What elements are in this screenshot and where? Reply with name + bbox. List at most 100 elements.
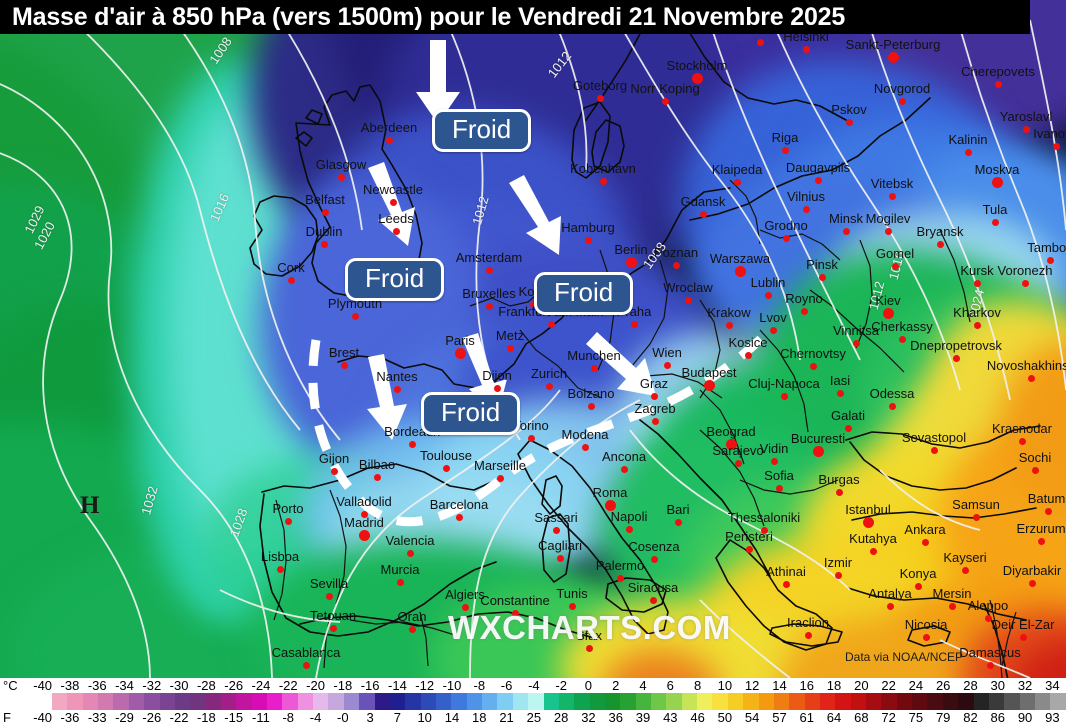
- legend-celsius-row: °C -40 -38 -36 -34 -32 -30 -28 -26 -24 -22 -20 -18-…: [0, 678, 1066, 693]
- legend-tick-fahrenheit: 10: [417, 710, 432, 725]
- legend-tick-celsius: -40: [33, 678, 53, 693]
- legend-tick-fahrenheit: -33: [87, 710, 107, 725]
- legend-color-swatch: [343, 693, 360, 710]
- legend-fahrenheit-row: F -40 -36 -33 -29 -26 -22 -18 -15 -11 -8 -4 -0 3 7 10 1…: [0, 710, 1066, 725]
- legend-color-swatch: [451, 693, 467, 710]
- legend-fahrenheit-ticks: -40 -36 -33 -29 -26 -22 -18 -15 -11 -8 -4 -0 3 7 10 14 1…: [29, 710, 1066, 725]
- legend-tick-celsius: -10: [442, 678, 462, 693]
- legend-tick-celsius: 10: [717, 678, 733, 693]
- legend-tick-fahrenheit: 79: [935, 710, 951, 725]
- legend-tick-celsius: 6: [666, 678, 674, 693]
- legend-color-swatch: [466, 693, 483, 710]
- legend-tick-fahrenheit: 54: [744, 710, 760, 725]
- legend-color-swatch: [497, 693, 513, 710]
- legend-tick-fahrenheit: 68: [854, 710, 869, 725]
- legend-color-swatch: [267, 693, 283, 710]
- legend-tick-celsius: -8: [473, 678, 486, 693]
- legend-celsius-ticks: -40 -38 -36 -34 -32 -30 -28 -26 -24 -22 -20 -18 -16-…: [29, 678, 1066, 693]
- legend-tick-celsius: -14: [388, 678, 407, 693]
- legend-color-swatch: [205, 693, 221, 710]
- legend-tick-celsius: -12: [415, 678, 435, 693]
- legend-tick-fahrenheit: -36: [60, 710, 80, 725]
- legend-tick-celsius: -36: [87, 678, 107, 693]
- legend-color-swatch: [988, 693, 1005, 710]
- legend-color-swatch: [666, 693, 682, 710]
- legend-color-swatch: [297, 693, 314, 710]
- legend-tick-fahrenheit: 90: [1017, 710, 1033, 725]
- legend-tick-fahrenheit: 64: [826, 710, 842, 725]
- legend-color-swatch: [82, 693, 99, 710]
- legend-tick-celsius: 34: [1045, 678, 1060, 693]
- legend-color-swatch: [220, 693, 237, 710]
- legend-tick-fahrenheit: -15: [224, 710, 244, 725]
- legend-color-swatch: [67, 693, 83, 710]
- legend-tick-fahrenheit: -22: [169, 710, 189, 725]
- data-attribution: Data via NOAA/NCEP: [845, 650, 964, 664]
- legend-color-swatch: [589, 693, 605, 710]
- legend-color-swatch: [512, 693, 529, 710]
- legend-tick-celsius: 4: [639, 678, 647, 693]
- legend-tick-celsius: 0: [584, 678, 593, 693]
- legend-tick-fahrenheit: 57: [772, 710, 787, 725]
- legend-tick-celsius: -24: [251, 678, 271, 693]
- legend-tick-celsius: 16: [799, 678, 814, 693]
- legend-color-swatch: [881, 693, 897, 710]
- legend-color-swatch: [927, 693, 943, 710]
- legend-color-swatch: [159, 693, 175, 710]
- legend-color-swatch: [405, 693, 421, 710]
- legend-unit-fahrenheit: F: [3, 710, 11, 725]
- legend-color-swatch: [758, 693, 774, 710]
- froid-annotation: Froid: [345, 258, 445, 302]
- legend-tick-fahrenheit: -18: [196, 710, 216, 725]
- legend-color-swatch: [1035, 693, 1051, 710]
- legend-tick-celsius: -32: [142, 678, 162, 693]
- legend-color-swatch: [420, 693, 436, 710]
- legend-tick-fahrenheit: 7: [393, 710, 402, 725]
- legend-tick-fahrenheit: 28: [553, 710, 569, 725]
- legend-tick-fahrenheit: 25: [526, 710, 542, 725]
- legend-tick-celsius: -30: [169, 678, 189, 693]
- legend-color-swatch: [896, 693, 913, 710]
- legend-tick-celsius: 30: [990, 678, 1005, 693]
- legend-color-swatch: [604, 693, 621, 710]
- legend-tick-celsius: 32: [1017, 678, 1033, 693]
- legend-tick-celsius: -26: [224, 678, 244, 693]
- legend-color-swatch: [528, 693, 544, 710]
- legend-tick-celsius: -22: [278, 678, 298, 693]
- legend-tick-fahrenheit: 46: [690, 710, 705, 725]
- legend-color-swatch: [328, 693, 344, 710]
- legend-color-swatch: [282, 693, 298, 710]
- cold-front-boundary: [308, 326, 774, 527]
- froid-annotation: Froid: [432, 109, 532, 153]
- legend-tick-fahrenheit: 82: [963, 710, 978, 725]
- legend-tick-fahrenheit: 72: [881, 710, 896, 725]
- legend-color-swatch: [712, 693, 728, 710]
- legend-color-swatch: [98, 693, 114, 710]
- legend-tick-celsius: -2: [555, 678, 567, 693]
- legend-color-swatch: [113, 693, 129, 710]
- legend-color-swatch: [789, 693, 805, 710]
- legend-color-swatch: [804, 693, 820, 710]
- legend-color-swatch: [835, 693, 851, 710]
- map-canvas[interactable]: 1029 1020 1016 1032 1028 1008 1012 1012 …: [0, 0, 1066, 678]
- title-bar: Masse d'air à 850 hPa (vers 1500m) pour …: [0, 0, 1030, 34]
- legend-color-swatch: [697, 693, 713, 710]
- legend-tick-celsius: 24: [908, 678, 924, 693]
- legend-tick-celsius: -34: [115, 678, 134, 693]
- legend-color-swatch: [819, 693, 836, 710]
- legend-color-swatch: [912, 693, 928, 710]
- legend-tick-fahrenheit: -26: [142, 710, 162, 725]
- legend-tick-celsius: -16: [360, 678, 380, 693]
- legend-tick-celsius: 2: [612, 678, 620, 693]
- legend-tick-celsius: 8: [693, 678, 702, 693]
- legend-tick-celsius: -38: [60, 678, 80, 693]
- legend-color-swatch: [482, 693, 498, 710]
- legend-tick-fahrenheit: 36: [608, 710, 623, 725]
- legend-tick-fahrenheit: -4: [309, 710, 322, 725]
- legend-color-swatch: [236, 693, 252, 710]
- legend-tick-fahrenheit: -29: [115, 710, 134, 725]
- legend-tick-fahrenheit: -0: [337, 710, 349, 725]
- legend-color-swatch: [866, 693, 882, 710]
- legend-color-swatch: [1019, 693, 1035, 710]
- legend-tick-fahrenheit: 21: [499, 710, 514, 725]
